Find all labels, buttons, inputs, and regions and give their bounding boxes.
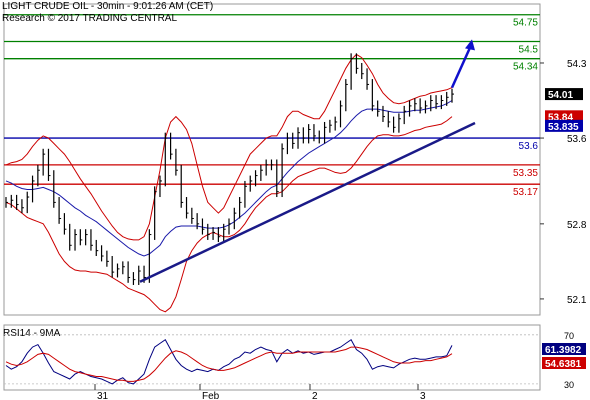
rsi-ma-tag: 54.6381 <box>545 359 582 370</box>
rsi-series-line <box>5 346 453 382</box>
y-tick-label: 53.6 <box>567 134 587 145</box>
rsi-panel-frame <box>3 324 541 391</box>
level-label: 53.17 <box>513 187 538 198</box>
y-tick-label: 52.8 <box>567 220 587 231</box>
level-label: 54.34 <box>513 62 538 73</box>
x-tick-label: 3 <box>420 391 426 400</box>
level-label: 53.6 <box>519 141 539 152</box>
price-tag-label: 53.835 <box>548 122 579 133</box>
price-tag-label: 53.84 <box>548 112 573 123</box>
rsi-tick-label: 70 <box>564 331 574 341</box>
forecast-arrow-head <box>465 39 475 51</box>
price-tag-bg <box>545 88 583 101</box>
x-tick-label: 2 <box>312 391 318 400</box>
rsi-tick-label: 30 <box>564 380 574 390</box>
level-label: 54.5 <box>519 45 539 56</box>
rsi-value-tag-bg <box>542 343 586 355</box>
price-tag-bg <box>545 119 583 132</box>
rsi-value-tag: 61.3982 <box>545 345 582 356</box>
price-tag-bg <box>545 110 583 123</box>
series-band-upper <box>5 53 453 241</box>
x-tick-label: Feb <box>202 391 220 400</box>
level-label: 53.35 <box>513 168 538 179</box>
price-tag-label: 54.01 <box>548 90 573 101</box>
series-band-lower <box>5 116 453 313</box>
support-trendline <box>139 121 476 283</box>
x-tick-label: 31 <box>97 391 109 400</box>
forecast-arrow-shaft <box>450 44 473 89</box>
chart-copyright: Research © 2017 TRADING CENTRAL <box>2 13 178 24</box>
price-panel-frame <box>3 3 541 316</box>
y-tick-label: 54.3 <box>567 59 587 70</box>
level-label: 54.75 <box>513 18 538 29</box>
chart-title: LIGHT CRUDE OIL - 30min - 9:01:26 AM (CE… <box>2 1 214 12</box>
rsi-ma-tag-bg <box>542 357 586 369</box>
rsi-series-line <box>5 338 453 385</box>
y-tick-label: 52.1 <box>567 295 587 306</box>
rsi-title: RSI14 - 9MA <box>3 328 61 339</box>
